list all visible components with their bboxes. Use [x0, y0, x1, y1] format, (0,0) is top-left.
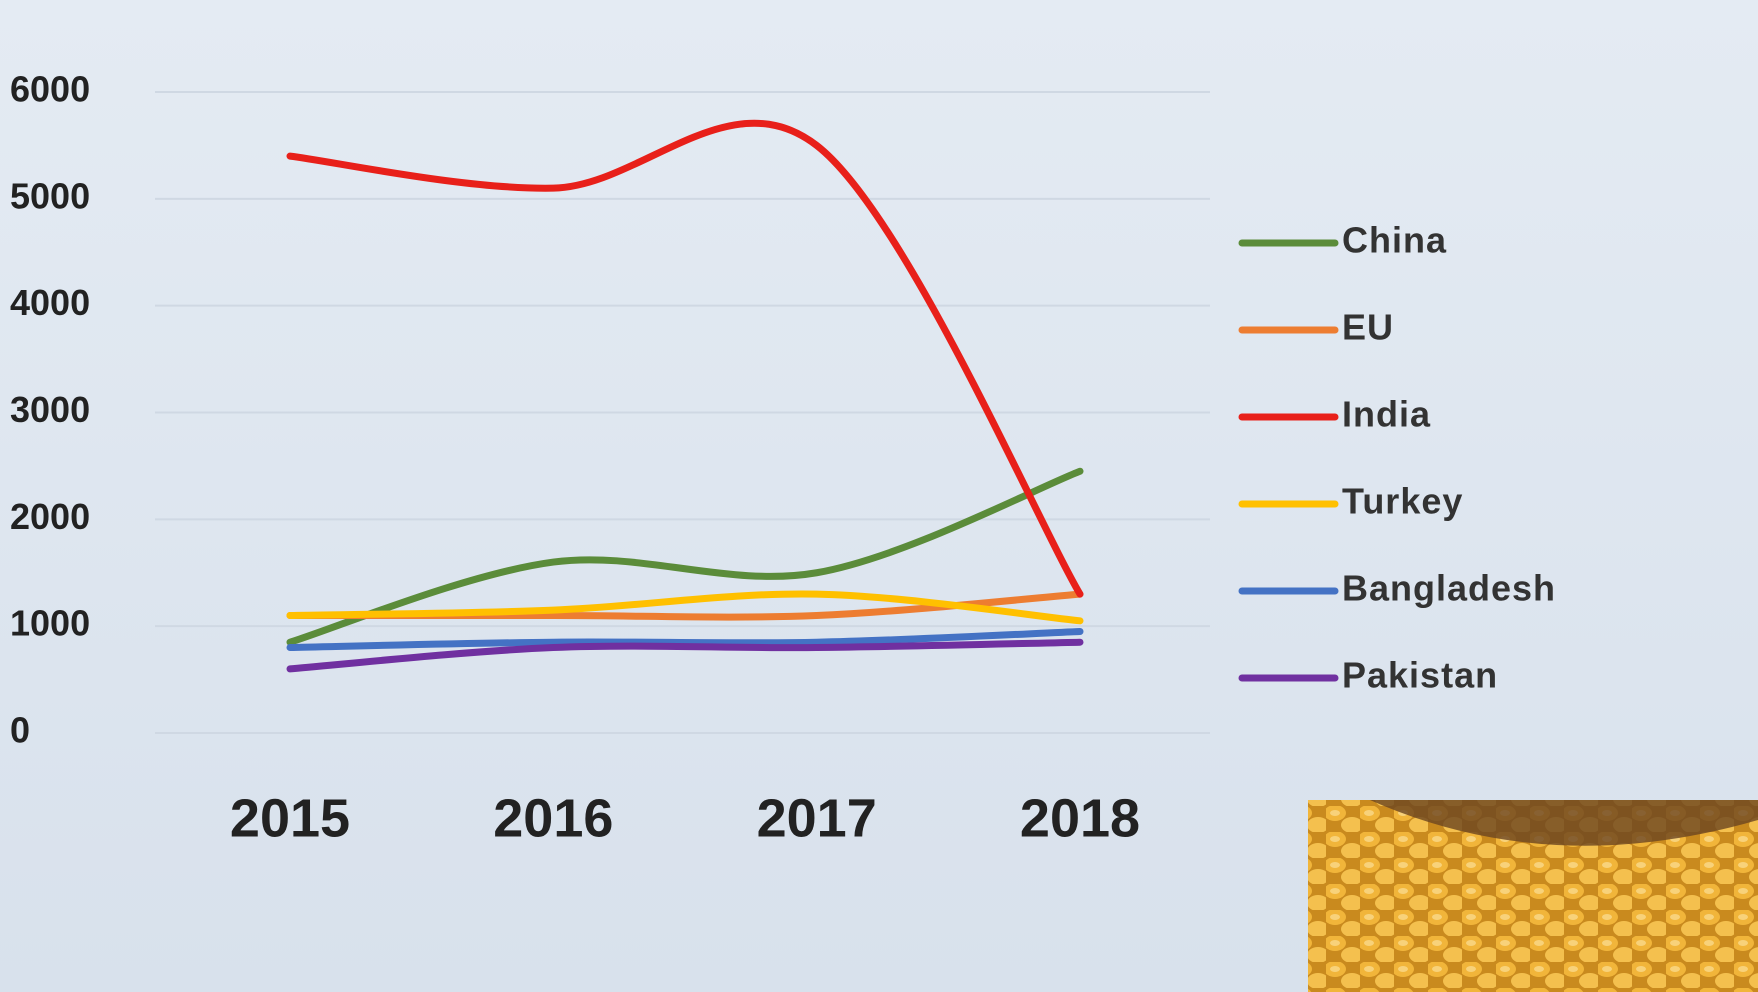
legend: China EU India Turkey Bangladesh Pakistan	[1238, 220, 1556, 696]
series-line	[286, 119, 1084, 598]
basket-rim	[1370, 800, 1758, 846]
series-line	[286, 638, 1084, 673]
y-tick-label: 0	[10, 710, 30, 751]
legend-label: China	[1342, 220, 1447, 261]
series-line	[286, 628, 1084, 652]
y-tick-label: 5000	[10, 175, 90, 216]
legend-label: Pakistan	[1342, 655, 1498, 696]
y-tick-label: 2000	[10, 496, 90, 537]
y-tick-label: 4000	[10, 282, 90, 323]
photo	[1308, 800, 1758, 992]
x-tick-label: 2015	[230, 788, 350, 848]
y-tick-label: 6000	[10, 69, 90, 110]
x-tick-label: 2017	[757, 788, 877, 848]
legend-label: EU	[1342, 307, 1394, 348]
legend-label: India	[1342, 394, 1431, 435]
series-line	[286, 467, 1084, 646]
x-tick-label: 2018	[1020, 788, 1140, 848]
series-line	[286, 590, 1084, 625]
x-tick-label: 2016	[493, 788, 613, 848]
y-tick-label: 1000	[10, 603, 90, 644]
y-tick-label: 3000	[10, 389, 90, 430]
plot	[286, 119, 1084, 673]
legend-label: Turkey	[1342, 481, 1463, 522]
grid: 0 1000 2000 3000 4000 5000 6000 2015 2016 2017 201…	[10, 69, 1210, 848]
legend-label: Bangladesh	[1342, 568, 1556, 609]
